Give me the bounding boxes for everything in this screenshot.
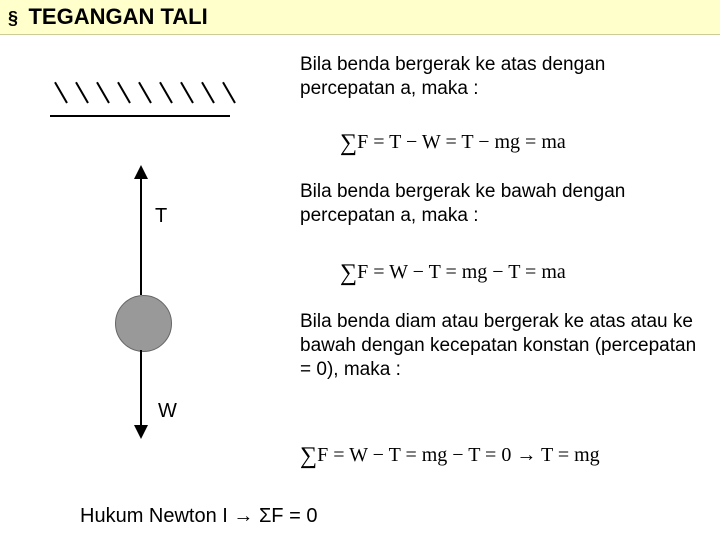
- weight-arrowhead: [134, 425, 148, 439]
- formula1: ∑F = T − W = T − mg = ma: [340, 130, 566, 157]
- hatch-mark: [180, 82, 194, 104]
- hatch-mark: [222, 82, 236, 104]
- footer-law: Hukum Newton I → ΣF = 0: [80, 505, 317, 528]
- footer-sigma: ΣF = 0: [253, 505, 317, 527]
- title-bullet: §: [8, 8, 18, 28]
- hatch-mark: [96, 82, 110, 104]
- label-tension: T: [155, 205, 167, 228]
- title-text: TEGANGAN TALI: [28, 4, 207, 29]
- sigma-icon: ∑: [300, 443, 317, 470]
- case1-text: Bila benda bergerak ke atas dengan perce…: [300, 53, 680, 101]
- tension-arrow: [140, 170, 142, 295]
- ceiling-line: [50, 115, 230, 117]
- label-weight: W: [158, 400, 177, 423]
- hatch-mark: [201, 82, 215, 104]
- case2-text: Bila benda bergerak ke bawah dengan perc…: [300, 180, 680, 228]
- case3-text: Bila benda diam atau bergerak ke atas at…: [300, 310, 700, 381]
- physics-diagram: T W: [40, 65, 240, 465]
- sigma-icon: ∑: [340, 130, 357, 157]
- mass-ball: [115, 295, 172, 352]
- formula3-body: F = W − T = mg − T = 0 → T = mg: [317, 444, 600, 466]
- hatch-mark: [159, 82, 173, 104]
- hatch-mark: [75, 82, 89, 104]
- formula2-body: F = W − T = mg − T = ma: [357, 261, 566, 283]
- formula2: ∑F = W − T = mg − T = ma: [340, 260, 566, 287]
- arrow-right-icon: →: [233, 505, 253, 527]
- hatch-mark: [117, 82, 131, 104]
- title-bar: § TEGANGAN TALI: [0, 0, 720, 35]
- footer-prefix: Hukum Newton I: [80, 505, 233, 527]
- content-area: T W Bila benda bergerak ke atas dengan p…: [0, 35, 720, 535]
- weight-arrow: [140, 350, 142, 430]
- formula1-body: F = T − W = T − mg = ma: [357, 131, 566, 153]
- hatch-mark: [54, 82, 68, 104]
- hatch-mark: [138, 82, 152, 104]
- formula3: ∑F = W − T = mg − T = 0 → T = mg: [300, 443, 600, 470]
- sigma-icon: ∑: [340, 260, 357, 287]
